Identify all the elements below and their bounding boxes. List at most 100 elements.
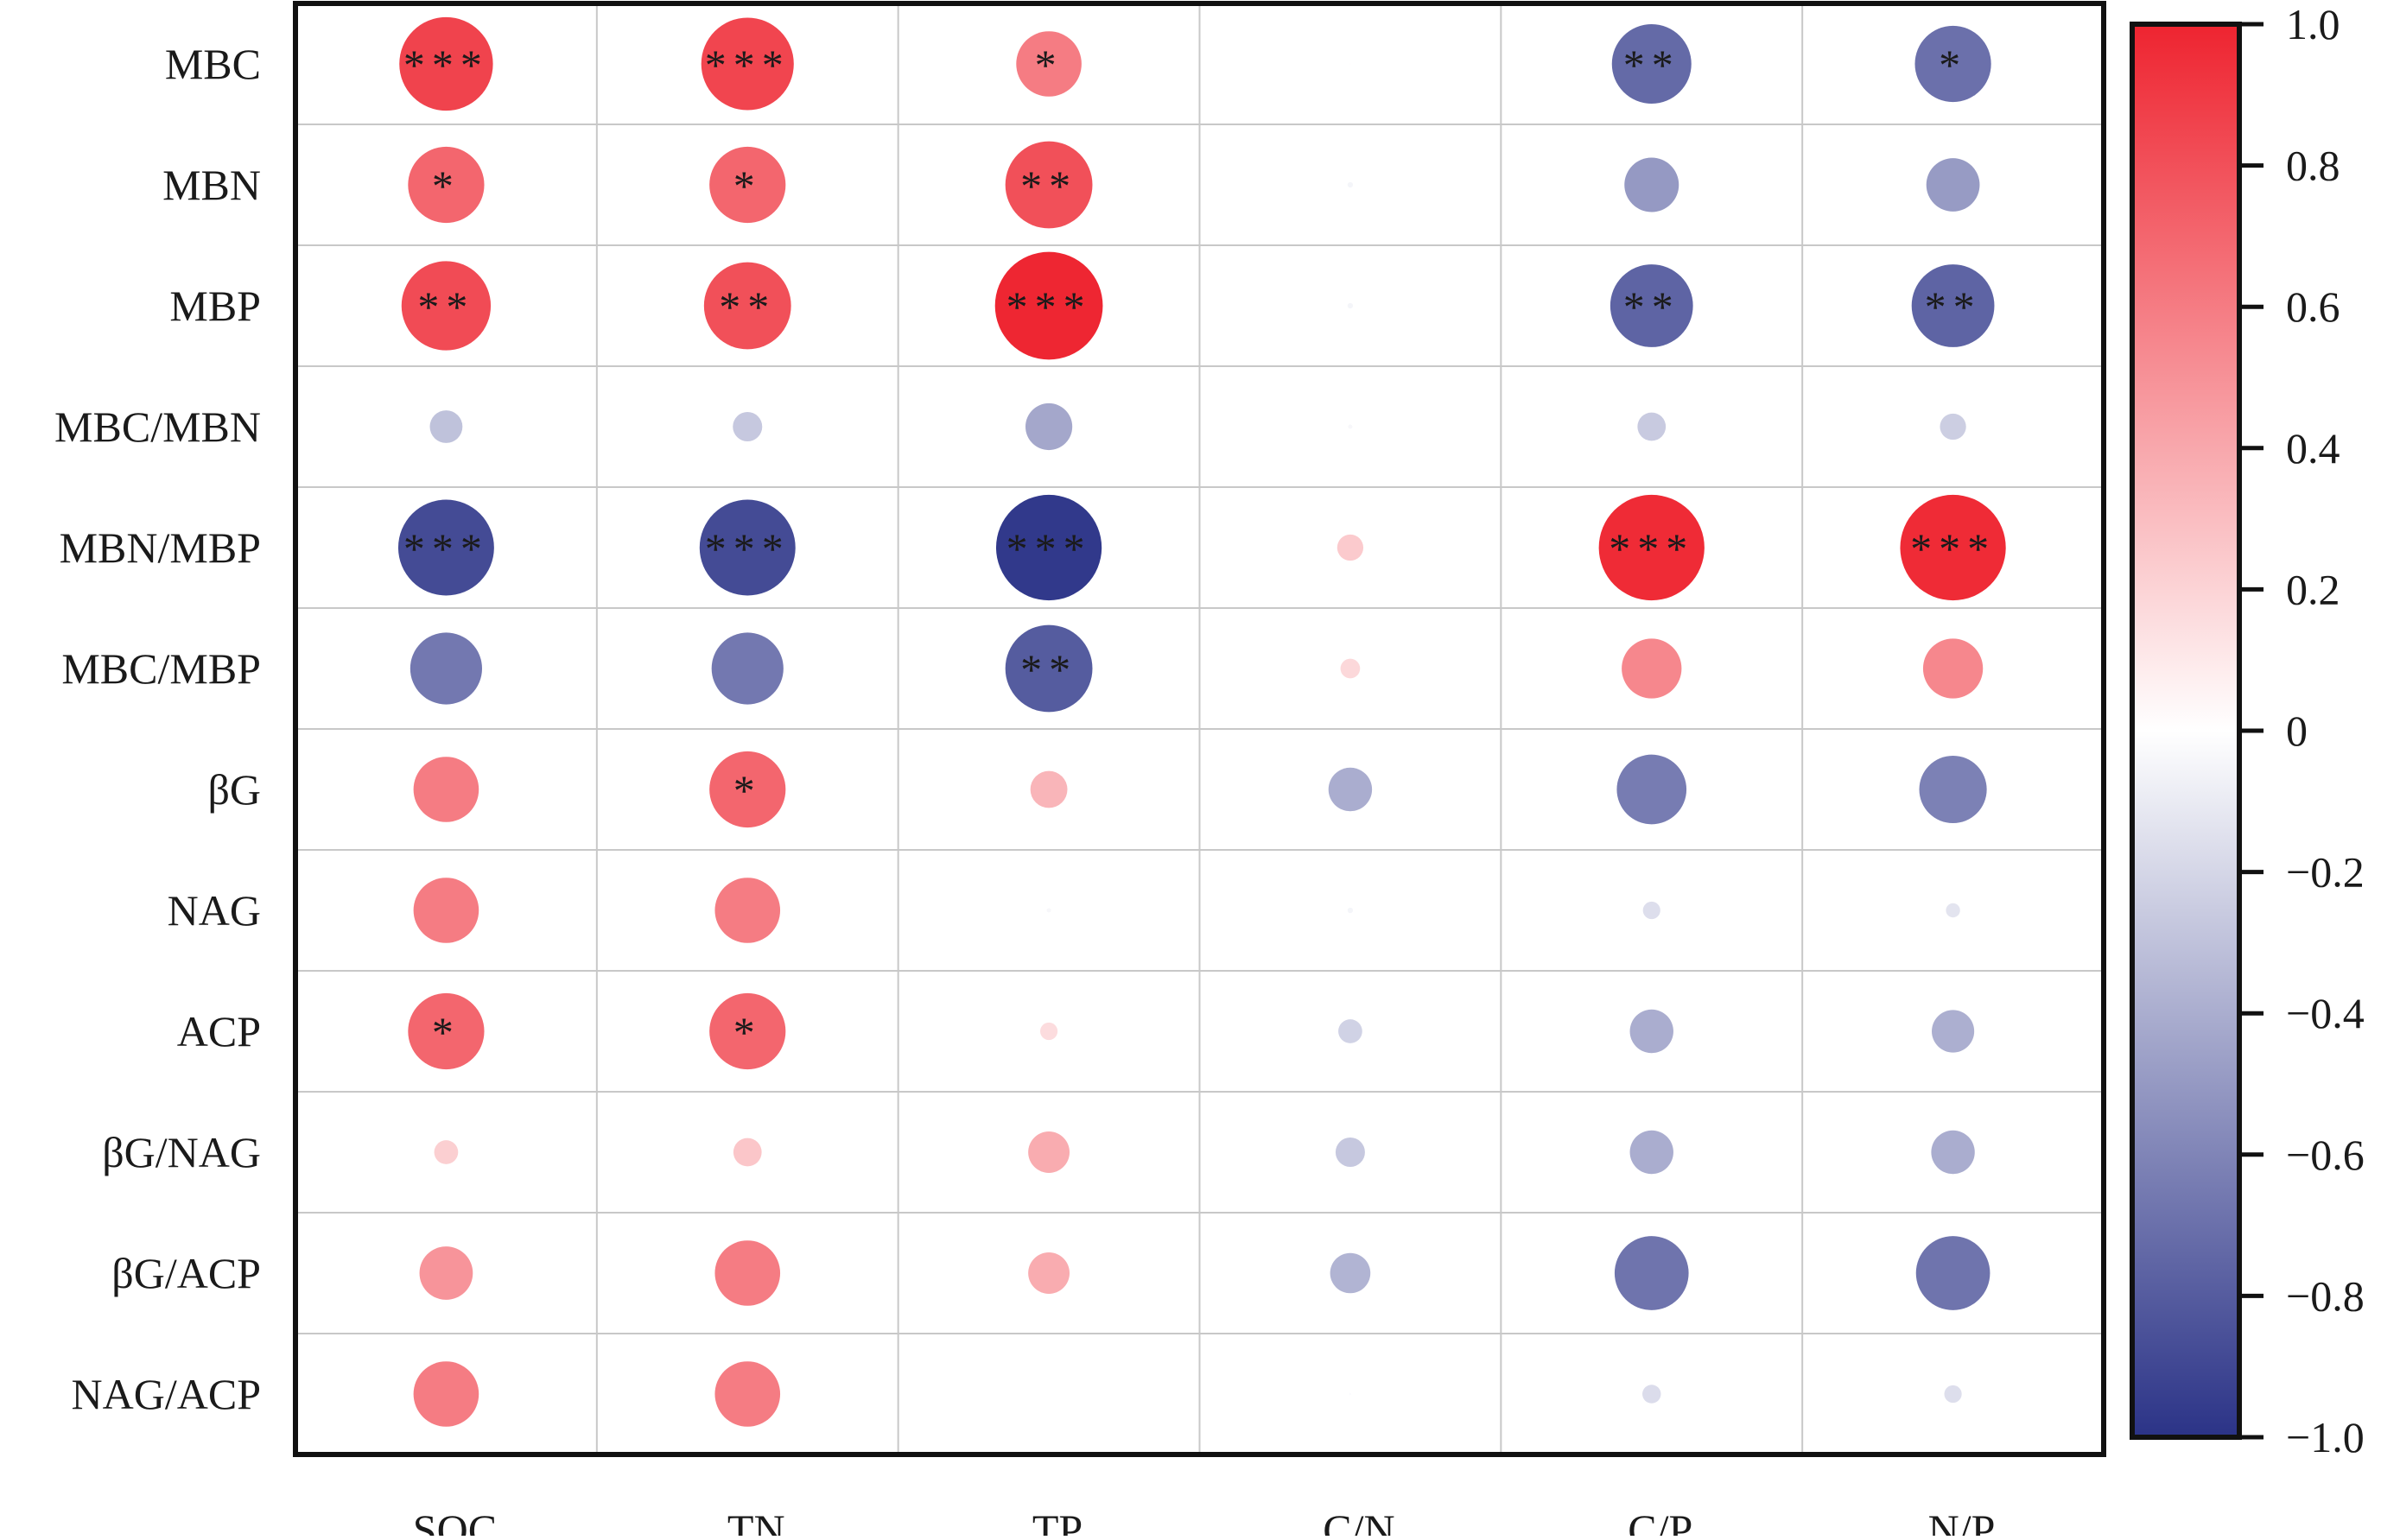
- colorbar-gradient: [2132, 24, 2239, 1437]
- correlation-circle: [1598, 494, 1705, 601]
- y-tick-label: MBC/MBP: [61, 644, 261, 693]
- significance-label: ***: [403, 524, 489, 573]
- correlation-circle: [1030, 770, 1068, 808]
- colorbar-tick-label: 0.8: [2286, 142, 2340, 190]
- colorbar-tick-label: −0.2: [2286, 848, 2365, 897]
- significance-label: ***: [1006, 524, 1092, 573]
- correlation-circle: [1616, 754, 1687, 825]
- correlation-circle: [1025, 402, 1073, 451]
- colorbar-tick-label: −0.4: [2286, 989, 2365, 1037]
- correlation-circle: [1610, 264, 1693, 347]
- correlation-circle: [995, 494, 1102, 601]
- y-tick-label: NAG: [168, 886, 261, 935]
- correlation-circle: [1337, 534, 1364, 561]
- correlation-circle: [1946, 903, 1960, 918]
- correlation-circle: [1926, 158, 1980, 212]
- correlation-circle: [399, 16, 493, 111]
- significance-label: **: [719, 282, 776, 331]
- correlation-circle: [1347, 302, 1354, 309]
- correlation-circle: [701, 17, 794, 111]
- x-tick-label: TN: [727, 1505, 785, 1536]
- correlation-circle: [1642, 901, 1660, 920]
- correlation-circle: [709, 992, 786, 1070]
- correlation-circle: [1348, 424, 1353, 429]
- correlation-circle: [1040, 1022, 1058, 1041]
- correlation-circle: [714, 1240, 781, 1306]
- correlation-circle: [413, 878, 479, 943]
- correlation-circle: [1919, 755, 1987, 824]
- significance-label: *: [733, 766, 762, 814]
- correlation-circle: [703, 262, 791, 350]
- colorbar-tick-label: 1.0: [2286, 0, 2340, 48]
- x-axis-labels: SOC TN TP C/N C/P N/P: [413, 1505, 1996, 1540]
- y-tick-label: βG: [207, 765, 261, 814]
- significance-label: *: [432, 1008, 460, 1056]
- correlation-circle: [709, 751, 786, 828]
- correlation-circle: [1922, 638, 1984, 699]
- x-tick-label: C/N: [1323, 1505, 1394, 1536]
- correlation-circle: [1046, 908, 1051, 913]
- x-tick-label: SOC: [413, 1505, 497, 1536]
- y-tick-label: MBC/MBN: [54, 402, 261, 451]
- correlation-circle: [1340, 658, 1361, 679]
- correlation-circle: [1330, 1252, 1371, 1294]
- significance-label: ***: [1006, 282, 1092, 331]
- colorbar-tick-label: 0: [2286, 707, 2308, 755]
- significance-label: **: [1925, 282, 1982, 331]
- significance-label: **: [1020, 162, 1077, 210]
- y-tick-label: MBC: [165, 40, 261, 88]
- correlation-circle: [413, 1361, 479, 1427]
- correlation-circle: [408, 146, 485, 224]
- correlation-circle: [1347, 181, 1354, 188]
- y-tick-label: NAG/ACP: [72, 1370, 261, 1418]
- correlation-circle: [1915, 1236, 1991, 1310]
- correlation-circle: [699, 499, 796, 596]
- correlation-circle: [401, 261, 492, 351]
- correlation-circle: [714, 1361, 781, 1427]
- correlation-circle: [413, 757, 479, 822]
- correlation-circle: [397, 499, 494, 596]
- correlation-circle: [1944, 1385, 1962, 1404]
- correlation-circle: [429, 410, 463, 443]
- correlation-circle: [994, 251, 1103, 360]
- y-axis-labels: MBC MBN MBP MBC/MBN MBN/MBP MBC/MBP βG NAG ACP βG…: [54, 40, 261, 1418]
- significance-label: **: [1623, 41, 1680, 89]
- correlation-circle: [733, 411, 763, 442]
- correlation-circle: [1932, 1010, 1975, 1053]
- correlation-circle: [733, 1138, 762, 1167]
- y-tick-label: MBP: [169, 282, 261, 330]
- significance-label: **: [417, 282, 474, 331]
- significance-label: ***: [705, 41, 790, 89]
- correlation-circle: [1028, 1131, 1070, 1173]
- correlation-circle: [1338, 1019, 1362, 1043]
- correlation-circle: [1614, 1236, 1689, 1310]
- correlation-circle: [1940, 413, 1966, 440]
- significance-label: **: [1020, 645, 1077, 694]
- correlation-circle: [1622, 638, 1682, 699]
- correlation-circle: [1624, 157, 1679, 212]
- correlation-circle: [1914, 25, 1991, 103]
- significance-label: **: [1623, 282, 1680, 331]
- correlation-circle: [408, 992, 485, 1070]
- significance-label: ***: [1910, 524, 1996, 573]
- correlation-circle: [1016, 31, 1082, 97]
- colorbar-tick-label: 0.2: [2286, 565, 2340, 613]
- plot-frame: [293, 1, 2106, 1457]
- correlation-circle: [1611, 24, 1692, 104]
- significance-label: ***: [1609, 524, 1694, 573]
- x-tick-label: C/P: [1628, 1505, 1692, 1536]
- correlation-circle: [410, 632, 482, 705]
- correlation-circle: [1642, 1385, 1661, 1404]
- x-tick-label: N/P: [1928, 1505, 1996, 1536]
- colorbar-tick-label: 0.6: [2286, 282, 2340, 331]
- correlation-circle: [1637, 412, 1667, 441]
- colorbar-tick-label: −0.8: [2286, 1271, 2365, 1320]
- colorbar: 1.0 0.8 0.6 0.4 0.2 0 −0.2 −0.4 −0.6 −0.8 −1.0: [2130, 0, 2365, 1461]
- colorbar-tick-label: −1.0: [2286, 1413, 2365, 1461]
- correlation-circle: [1349, 63, 1351, 65]
- correlation-circle: [1328, 767, 1373, 812]
- correlation-circle: [1629, 1009, 1673, 1054]
- colorbar-tick-label: 0.4: [2286, 424, 2340, 472]
- correlation-circle: [1629, 1130, 1673, 1175]
